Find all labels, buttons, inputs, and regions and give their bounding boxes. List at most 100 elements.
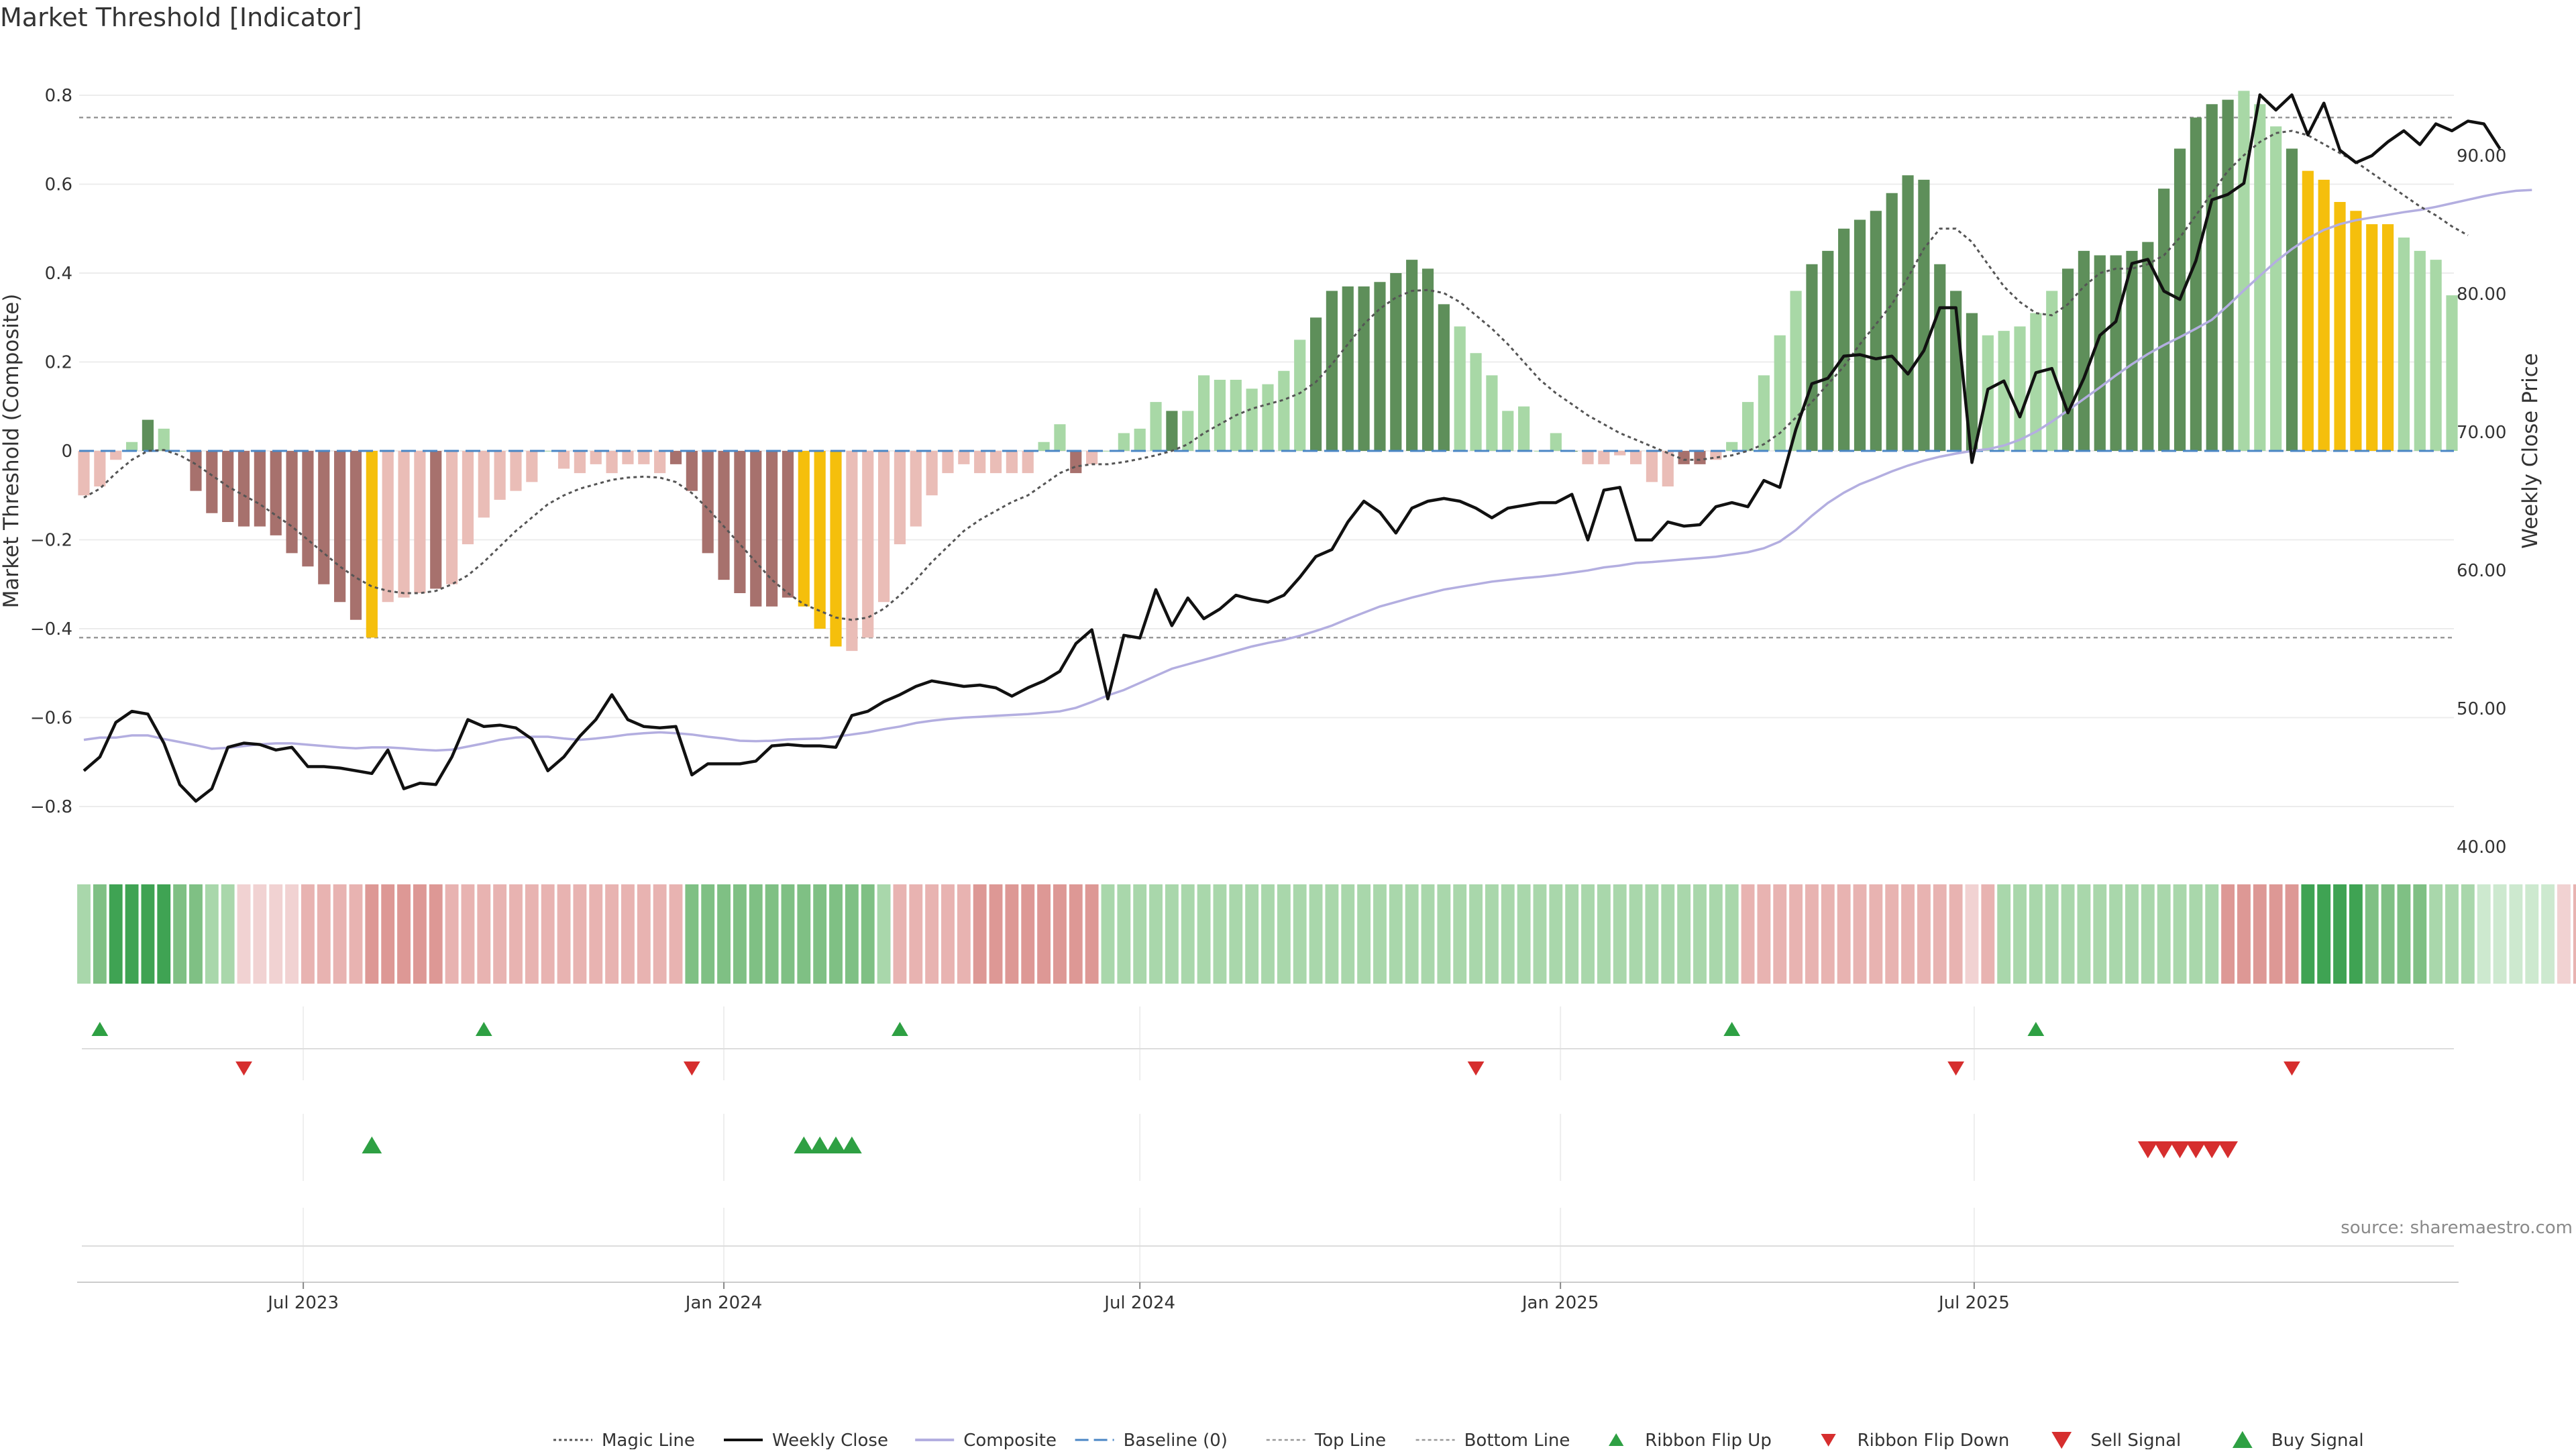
composite-bar xyxy=(1694,451,1706,464)
legend-label: Bottom Line xyxy=(1464,1431,1570,1449)
composite-bar xyxy=(445,451,458,584)
composite-bar xyxy=(94,451,106,486)
composite-bar xyxy=(942,451,954,474)
composite-bar xyxy=(2254,104,2266,451)
ribbon-cell xyxy=(2125,884,2139,984)
composite-bar xyxy=(1838,228,1850,451)
ribbon-cell xyxy=(845,884,859,984)
composite-bar xyxy=(1198,375,1210,451)
ribbon-cell xyxy=(717,884,731,984)
x-tick-label: Jul 2025 xyxy=(1937,1293,2010,1313)
ribbon-cell xyxy=(1805,884,1819,984)
composite-bar xyxy=(1038,442,1050,451)
composite-bar xyxy=(270,451,282,535)
composite-bar xyxy=(2414,250,2426,451)
legend-swatch xyxy=(1609,1433,1624,1446)
chart-title: Market Threshold [Indicator] xyxy=(0,3,362,32)
legend-label: Magic Line xyxy=(602,1431,695,1449)
composite-bar xyxy=(718,451,730,580)
composite-bar xyxy=(1998,331,2010,451)
ribbon-cell xyxy=(2173,884,2187,984)
ribbon-cell xyxy=(1949,884,1963,984)
composite-bar xyxy=(1294,340,1306,451)
composite-bar xyxy=(78,451,90,496)
ribbon-cell xyxy=(1629,884,1643,984)
ribbon-flip-down-marker xyxy=(1467,1061,1485,1076)
ribbon-cell xyxy=(2189,884,2203,984)
composite-bar xyxy=(334,451,346,603)
ribbon-cell xyxy=(1965,884,1979,984)
composite-bar xyxy=(606,451,618,474)
composite-bar xyxy=(2222,99,2234,451)
legend-label: Baseline (0) xyxy=(1124,1431,1228,1449)
composite-bar xyxy=(2061,268,2074,451)
composite-bar xyxy=(1022,451,1034,474)
composite-bar xyxy=(462,451,474,545)
ribbon-cell xyxy=(669,884,683,984)
composite-bar xyxy=(669,451,682,464)
composite-bar xyxy=(350,451,362,620)
ribbon-cell xyxy=(2077,884,2091,984)
composite-bar xyxy=(1118,433,1130,451)
composite-bar xyxy=(302,451,314,567)
composite-bar xyxy=(1454,326,1466,451)
ribbon-cell xyxy=(2061,884,2075,984)
composite-bar xyxy=(1102,451,1114,452)
composite-bar xyxy=(174,451,186,452)
ribbon-cell xyxy=(701,884,715,984)
ribbon-cell xyxy=(1069,884,1083,984)
composite-bar xyxy=(974,451,986,474)
magic-line xyxy=(83,129,2469,621)
source-note: source: sharemaestro.com xyxy=(2341,1218,2573,1238)
composite-bar xyxy=(142,419,154,451)
composite-bar xyxy=(1582,451,1594,464)
ribbon-cell xyxy=(941,884,955,984)
composite-bar xyxy=(1614,451,1626,456)
buy-signal-marker xyxy=(841,1136,862,1153)
composite-bar xyxy=(2366,224,2378,451)
ribbon-cell xyxy=(1613,884,1627,984)
buy-signal-marker xyxy=(794,1136,814,1153)
ribbon-cell xyxy=(2221,884,2235,984)
ribbon-cell xyxy=(2493,884,2507,984)
ribbon-cell xyxy=(1309,884,1323,984)
composite-bar xyxy=(1518,406,1530,451)
sell-signal-marker xyxy=(2218,1141,2238,1159)
ribbon-flip-down-marker xyxy=(1947,1061,1965,1076)
composite-bar xyxy=(1918,179,1930,451)
ribbon-cell xyxy=(1565,884,1579,984)
ribbon-cell xyxy=(925,884,939,984)
ribbon-cell xyxy=(1933,884,1947,984)
composite-bar xyxy=(1598,451,1610,464)
ribbon-cell xyxy=(77,884,91,984)
composite-bar xyxy=(206,451,218,513)
composite-bar xyxy=(1150,402,1162,451)
ribbon-cell xyxy=(189,884,203,984)
composite-bar xyxy=(2302,170,2314,451)
ribbon-cell xyxy=(2093,884,2107,984)
composite-bar xyxy=(1421,268,1434,451)
ribbon-cell xyxy=(1021,884,1035,984)
ribbon-cell xyxy=(301,884,315,984)
composite-bar xyxy=(1006,451,1018,474)
ribbon-cell xyxy=(1005,884,1019,984)
y-right-tick-label: 80.00 xyxy=(2457,284,2506,305)
ribbon-cell xyxy=(557,884,571,984)
ribbon-cell xyxy=(1501,884,1515,984)
ribbon-cell xyxy=(813,884,827,984)
buy-signal-marker xyxy=(362,1136,382,1153)
ribbon-cell xyxy=(1821,884,1835,984)
composite-bar xyxy=(574,451,586,474)
composite-bar xyxy=(862,451,874,638)
ribbon-cell xyxy=(1837,884,1851,984)
ribbon-cell xyxy=(109,884,123,984)
ribbon-cell xyxy=(253,884,267,984)
ribbon-cell xyxy=(317,884,331,984)
composite-bar xyxy=(1870,211,1882,451)
ribbon-cell xyxy=(2525,884,2539,984)
legend-label: Buy Signal xyxy=(2271,1431,2364,1449)
ribbon-cell xyxy=(1757,884,1771,984)
composite-bar xyxy=(1662,451,1674,486)
composite-bar xyxy=(2286,148,2298,451)
